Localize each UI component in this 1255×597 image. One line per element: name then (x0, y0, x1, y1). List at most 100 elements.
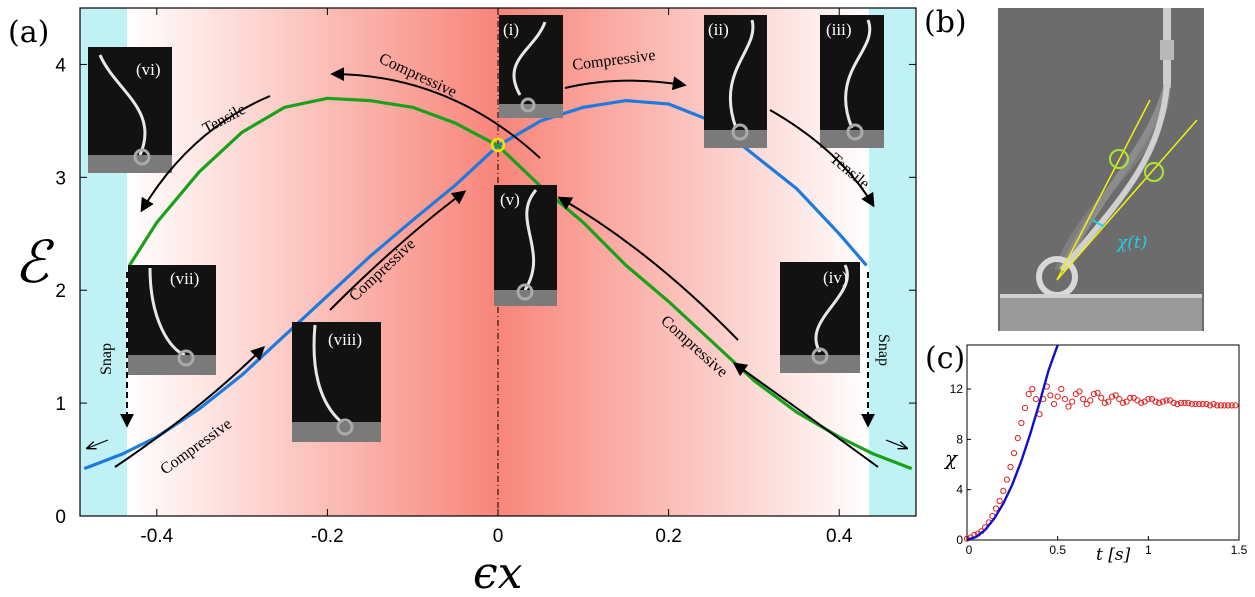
fit-line (966, 344, 1059, 542)
snap-tail-right (885, 439, 906, 448)
photo-angle-label: χ(t) (1116, 233, 1147, 253)
data-point (1192, 401, 1199, 408)
arrow-compressive-top-left (330, 67, 541, 159)
x-tick-label: 0.4 (826, 526, 853, 547)
inset-i-label: (i) (503, 20, 519, 39)
panel-c-series (963, 344, 1239, 542)
data-point (1025, 391, 1032, 398)
y-tick-label: 2 (55, 281, 66, 302)
panel-a-plot: (i) (ii) (iii) (iv) (v) (55, 7, 917, 547)
inset-vi-label: (vi) (136, 60, 161, 79)
x-tick-label: 0 (493, 526, 504, 547)
inset-ii-label: (ii) (708, 20, 729, 39)
y-tick-label: 0 (55, 507, 66, 528)
data-point (1029, 385, 1036, 393)
y-tick-label: 1 (55, 394, 66, 415)
series-line-0 (83, 99, 868, 471)
c-y-tick-label: 0 (956, 533, 963, 547)
panel-c-plot: 0 0.5 1 1.5 0 4 8 12 (950, 344, 1248, 557)
c-x-tick-label: 0 (966, 543, 973, 557)
data-point (1112, 392, 1119, 399)
data-point (1185, 399, 1192, 406)
photo-clamp (1160, 40, 1174, 60)
arrow-tensile-right (769, 109, 875, 208)
arrow-compressive-mid-left (329, 190, 467, 311)
data-point (1123, 398, 1130, 405)
panel-b-photo: χ(t) (998, 8, 1204, 331)
arrow-compressive-low-left (114, 346, 265, 468)
data-point (1163, 397, 1170, 404)
data-point (1014, 435, 1021, 442)
data-point (1021, 404, 1029, 411)
photo-yellow-circle-2 (1144, 162, 1164, 182)
inset-ii: (ii) (704, 15, 767, 148)
c-y-tick-label: 4 (956, 483, 963, 497)
data-point (1116, 396, 1123, 403)
data-point (1032, 396, 1040, 403)
inset-iii: (iii) (820, 15, 884, 148)
panel-b-letter: (b) (924, 5, 967, 40)
data-point (1225, 402, 1232, 409)
data-point (1109, 393, 1116, 400)
data-point (1011, 450, 1018, 457)
c-x-tick-label: 0.5 (1049, 543, 1066, 557)
photo-base-edge (1000, 294, 1202, 298)
data-point (1152, 398, 1159, 405)
arrow-compressive-top-right (564, 76, 687, 91)
panel-c-ticks: 0 0.5 1 1.5 0 4 8 12 (950, 382, 1248, 557)
y-tick-label: 4 (55, 55, 66, 76)
data-point (1054, 393, 1061, 400)
photo-base (1000, 296, 1202, 331)
snap-tail-left (88, 439, 109, 448)
panel-c-xlabel: t [s] (1096, 545, 1131, 565)
inset-vi: (vi) (88, 47, 172, 173)
data-point (1000, 487, 1007, 494)
data-point (1181, 399, 1188, 406)
inset-viii: (viii) (292, 322, 381, 442)
photo-angle-arc (1092, 219, 1105, 227)
data-point (1232, 402, 1239, 409)
series-line-1 (128, 96, 913, 471)
x-tick-label: -0.4 (140, 526, 173, 547)
panel-a-ticks: -0.4 -0.2 0 0.2 0.4 0 1 2 3 4 (55, 8, 916, 547)
data-point (992, 505, 1000, 512)
data-point (1047, 392, 1054, 399)
photo-strip (1059, 84, 1170, 272)
panel-c-frame (966, 344, 1240, 541)
c-y-tick-label: 8 (956, 432, 963, 446)
data-point (1069, 398, 1076, 405)
data-point (1087, 397, 1094, 404)
data-point (1018, 419, 1025, 427)
data-point (1199, 401, 1206, 408)
data-point (1228, 402, 1235, 409)
data-point (1196, 401, 1203, 408)
data-point (1050, 401, 1058, 408)
panel-c-letter: (c) (925, 341, 965, 376)
inset-iv: (iv) (780, 262, 860, 373)
snap-arrows (88, 272, 906, 448)
inset-v-label: (v) (500, 190, 520, 209)
arrow-tensile-left (140, 95, 271, 213)
data-point (1145, 396, 1152, 403)
photo-yellow-circle-1 (1109, 149, 1129, 169)
arrow-compressive-mid-right (557, 196, 739, 341)
data-point (1127, 394, 1134, 401)
data-point (1076, 388, 1083, 395)
panel-a-letter: (a) (8, 15, 49, 50)
data-point (1203, 401, 1210, 408)
x-tick-label: -0.2 (311, 526, 344, 547)
data-point (1210, 401, 1217, 408)
data-point (1090, 391, 1098, 398)
inset-viii-label: (viii) (328, 330, 362, 349)
c-x-tick-label: 1.5 (1231, 543, 1248, 557)
data-point (1119, 399, 1127, 406)
data-point (1217, 402, 1225, 409)
data-point (1206, 402, 1214, 409)
data-point (1080, 396, 1087, 403)
data-point (1138, 399, 1145, 406)
data-point (1159, 398, 1166, 405)
c-y-tick-label: 12 (950, 382, 964, 396)
inset-vii-label: (vii) (170, 269, 199, 288)
data-point (1170, 399, 1177, 406)
